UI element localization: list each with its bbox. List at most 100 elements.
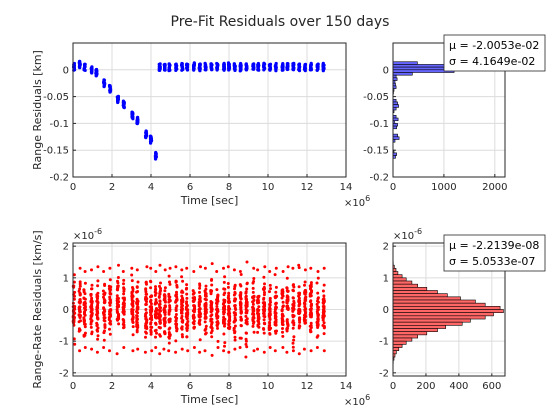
data-point [174,350,178,354]
data-point [216,339,220,343]
data-point [252,307,256,311]
data-point [192,300,195,304]
data-point [256,323,260,327]
data-point [168,280,171,284]
data-point [96,337,100,341]
x-tick-label: 12 [301,381,314,392]
data-point [244,310,248,314]
data-point [122,309,126,313]
data-point [174,306,178,310]
data-point [309,309,313,313]
data-point [131,286,134,289]
data-point [268,309,272,313]
data-point [227,309,231,313]
x-axis-label: Time [sec] [180,393,239,406]
data-point [185,286,189,290]
data-point [291,319,295,323]
data-point [90,330,94,334]
data-point [82,320,86,324]
data-point [210,329,214,333]
data-point [149,311,153,315]
data-point [239,336,243,340]
data-point [267,326,271,329]
data-point [149,279,152,283]
data-point [298,320,302,324]
y-tick-label: -0.05 [363,92,389,103]
data-point [252,294,256,298]
data-point [302,347,306,351]
data-point [181,320,185,324]
data-point [297,266,301,270]
data-point [215,315,219,319]
data-point [252,280,256,283]
data-point [181,279,185,283]
data-point [90,287,93,291]
histogram-bar [392,334,419,339]
data-point [175,297,179,301]
data-point [292,61,296,65]
data-point [175,327,179,331]
data-point [185,266,189,270]
data-point [228,318,232,322]
data-point [122,296,126,300]
data-point [90,299,94,303]
data-point [136,280,140,284]
data-point [185,304,189,308]
data-point [198,350,202,354]
data-point [131,302,135,306]
data-point [78,287,82,291]
data-point [116,318,120,322]
data-point [154,307,158,311]
histogram-bar [392,125,397,130]
data-point [204,327,208,331]
data-point [285,329,289,333]
data-point [96,284,100,288]
data-point [256,295,260,299]
x-tick-label: 6 [187,182,193,193]
data-point [175,290,178,294]
data-point [135,285,139,289]
x-exponent-label: ×106 [344,393,370,408]
data-point [116,94,120,98]
data-point [174,319,178,322]
data-point [239,284,243,288]
data-point [77,313,81,317]
data-point [122,282,125,286]
data-point [95,350,99,354]
data-point [322,309,326,313]
data-point [90,347,94,351]
data-point [103,316,107,320]
data-point [150,349,154,353]
data-point [244,62,248,66]
data-point [268,313,272,317]
histogram-bar [392,344,403,348]
data-point [309,266,313,270]
data-point [310,302,313,306]
data-point [136,347,140,351]
data-point [222,280,226,284]
data-point [144,331,148,335]
histogram-bar [392,321,463,326]
data-point [153,302,157,306]
data-point [121,99,125,103]
data-point [157,325,161,329]
histogram-bar [392,104,399,108]
axes-box [72,42,347,178]
data-point [257,318,260,322]
data-point [209,292,213,296]
data-point [144,322,148,326]
data-point [226,282,230,285]
data-point [233,316,237,320]
data-point [167,327,171,331]
data-point [181,290,185,294]
data-point [158,263,162,267]
histogram-bar [392,337,413,342]
data-point [149,321,153,325]
data-point [131,349,135,353]
histogram-bar [392,325,447,329]
data-point [309,330,313,334]
data-point [216,326,219,330]
data-point [163,313,167,316]
data-point [162,317,166,321]
data-point [286,298,290,302]
